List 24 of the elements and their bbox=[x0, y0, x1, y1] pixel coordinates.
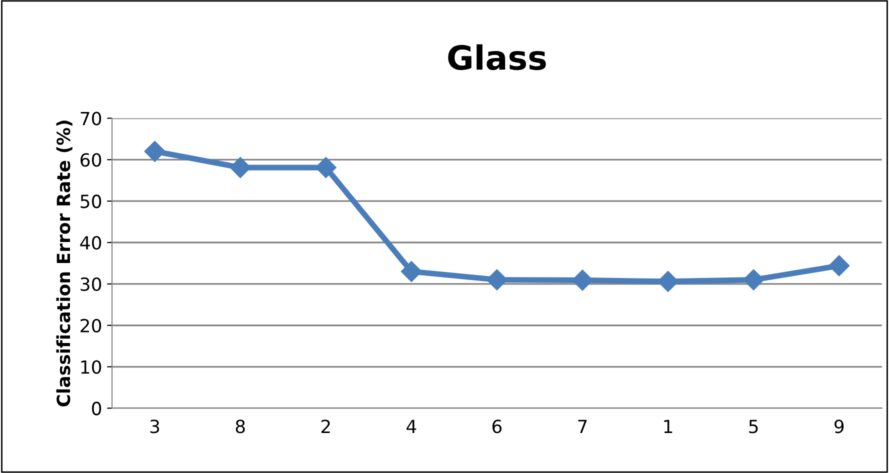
x-tick-label: 9 bbox=[834, 420, 844, 434]
y-tick-label: 0 bbox=[92, 402, 102, 416]
y-axis-title: Classification Error Rate (%) bbox=[56, 120, 72, 406]
y-tick-label: 40 bbox=[80, 236, 102, 250]
x-tick-label: 6 bbox=[492, 420, 502, 434]
point bbox=[743, 269, 764, 290]
point bbox=[828, 255, 850, 276]
point bbox=[144, 140, 166, 162]
y-tick-label: 10 bbox=[81, 360, 102, 374]
x-tick-label: 5 bbox=[749, 420, 758, 434]
point bbox=[400, 260, 422, 282]
x-tick-label: 7 bbox=[578, 420, 587, 434]
y-tick-label: 60 bbox=[80, 153, 102, 167]
x-tick-label: 4 bbox=[406, 420, 416, 434]
point bbox=[486, 269, 508, 290]
x-tick-label: 1 bbox=[664, 420, 672, 434]
x-tick-label: 2 bbox=[321, 420, 330, 434]
y-tick-label: 50 bbox=[80, 194, 102, 208]
x-tick-label: 3 bbox=[150, 420, 160, 434]
x-tick-label: 8 bbox=[236, 420, 245, 434]
y-tick-label: 70 bbox=[80, 112, 102, 126]
chart-title: Glass bbox=[448, 44, 546, 70]
y-tick-label: 20 bbox=[80, 318, 102, 332]
y-tick-label: 30 bbox=[80, 277, 102, 292]
